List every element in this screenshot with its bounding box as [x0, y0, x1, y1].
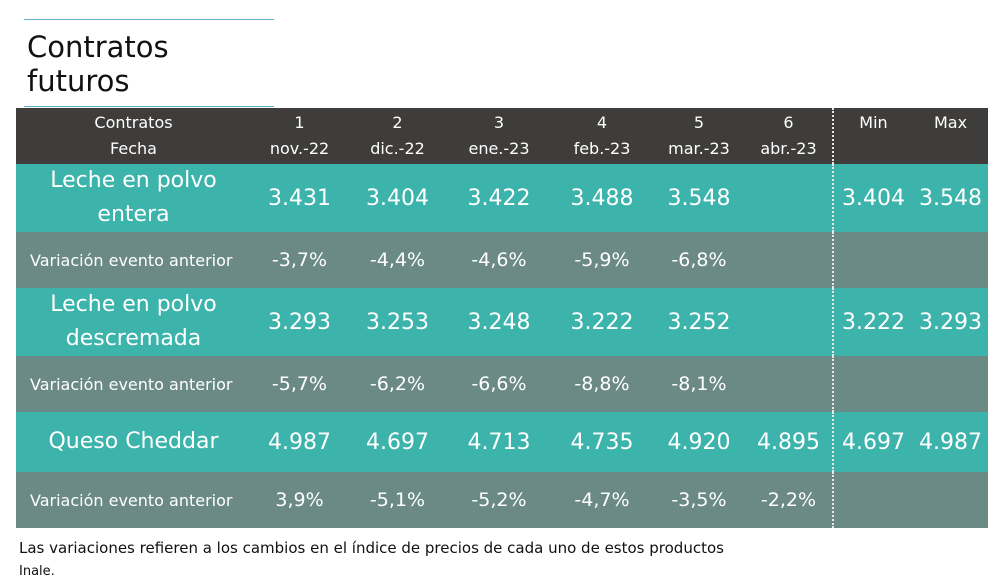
title-top-rule [24, 19, 274, 20]
price-cell: 3.404 [348, 164, 447, 232]
product-name: Leche en polvo descremada [16, 288, 251, 356]
variation-cell [745, 232, 834, 288]
min-cell: 3.222 [833, 288, 913, 356]
title-bottom-rule [24, 106, 274, 107]
min-cell: 4.697 [833, 412, 913, 472]
max-cell: 3.548 [913, 164, 988, 232]
table-row: Leche en polvo entera 3.431 3.404 3.422 3… [16, 164, 988, 232]
header-contract-3: 3 ene.-23 [447, 108, 551, 164]
price-cell [745, 164, 834, 232]
header-min: Min [833, 108, 913, 164]
price-cell: 4.697 [348, 412, 447, 472]
variation-cell: -3,5% [653, 472, 745, 528]
variation-cell: -4,6% [447, 232, 551, 288]
price-cell: 3.488 [551, 164, 653, 232]
variation-label: Variación evento anterior [16, 472, 251, 528]
price-cell: 3.293 [251, 288, 348, 356]
variation-cell: -5,7% [251, 356, 348, 412]
header-label-date: Fecha [110, 139, 157, 158]
min-cell: 3.404 [833, 164, 913, 232]
empty-cell [833, 356, 913, 412]
variation-cell: -5,1% [348, 472, 447, 528]
variation-cell: -6,2% [348, 356, 447, 412]
empty-cell [913, 472, 988, 528]
variation-cell: 3,9% [251, 472, 348, 528]
price-cell: 3.252 [653, 288, 745, 356]
source-note: Inale. [19, 564, 55, 579]
variation-cell [745, 356, 834, 412]
price-cell: 4.895 [745, 412, 834, 472]
variation-cell: -6,8% [653, 232, 745, 288]
empty-cell [913, 232, 988, 288]
empty-cell [833, 232, 913, 288]
price-cell: 3.253 [348, 288, 447, 356]
price-cell: 4.987 [251, 412, 348, 472]
header-contract-5: 5 mar.-23 [653, 108, 745, 164]
price-cell: 4.735 [551, 412, 653, 472]
futures-table: Contratos Fecha 1 nov.-22 2 dic.-22 3 ene.-… [16, 108, 988, 528]
header-contract-1: 1 nov.-22 [251, 108, 348, 164]
price-cell: 3.431 [251, 164, 348, 232]
variation-cell: -3,7% [251, 232, 348, 288]
price-cell: 3.548 [653, 164, 745, 232]
max-cell: 3.293 [913, 288, 988, 356]
empty-cell [833, 472, 913, 528]
variation-cell: -5,2% [447, 472, 551, 528]
variation-cell: -8,8% [551, 356, 653, 412]
price-cell: 3.222 [551, 288, 653, 356]
product-name: Leche en polvo entera [16, 164, 251, 232]
header-label-contracts: Contratos [94, 113, 173, 132]
price-cell: 3.422 [447, 164, 551, 232]
table-row: Variación evento anterior 3,9% -5,1% -5,… [16, 472, 988, 528]
table-row: Queso Cheddar 4.987 4.697 4.713 4.735 4.… [16, 412, 988, 472]
price-cell: 4.920 [653, 412, 745, 472]
table-row: Leche en polvo descremada 3.293 3.253 3.2… [16, 288, 988, 356]
header-contract-6: 6 abr.-23 [745, 108, 834, 164]
title-block: Contratos futuros [24, 19, 274, 107]
variation-cell: -8,1% [653, 356, 745, 412]
variation-cell: -6,6% [447, 356, 551, 412]
header-row: Contratos Fecha 1 nov.-22 2 dic.-22 3 ene.-… [16, 108, 988, 164]
header-label-cell: Contratos Fecha [16, 108, 251, 164]
empty-cell [913, 356, 988, 412]
variation-cell: -2,2% [745, 472, 834, 528]
product-name: Queso Cheddar [16, 412, 251, 472]
header-contract-2: 2 dic.-22 [348, 108, 447, 164]
variation-cell: -4,7% [551, 472, 653, 528]
header-max: Max [913, 108, 988, 164]
price-cell: 4.713 [447, 412, 551, 472]
max-cell: 4.987 [913, 412, 988, 472]
table-row: Variación evento anterior -3,7% -4,4% -4… [16, 232, 988, 288]
header-contract-4: 4 feb.-23 [551, 108, 653, 164]
variation-label: Variación evento anterior [16, 232, 251, 288]
footnote: Las variaciones refieren a los cambios e… [19, 539, 724, 557]
table-row: Variación evento anterior -5,7% -6,2% -6… [16, 356, 988, 412]
price-cell: 3.248 [447, 288, 551, 356]
page-title: Contratos futuros [27, 30, 169, 98]
price-cell [745, 288, 834, 356]
variation-cell: -4,4% [348, 232, 447, 288]
variation-label: Variación evento anterior [16, 356, 251, 412]
variation-cell: -5,9% [551, 232, 653, 288]
